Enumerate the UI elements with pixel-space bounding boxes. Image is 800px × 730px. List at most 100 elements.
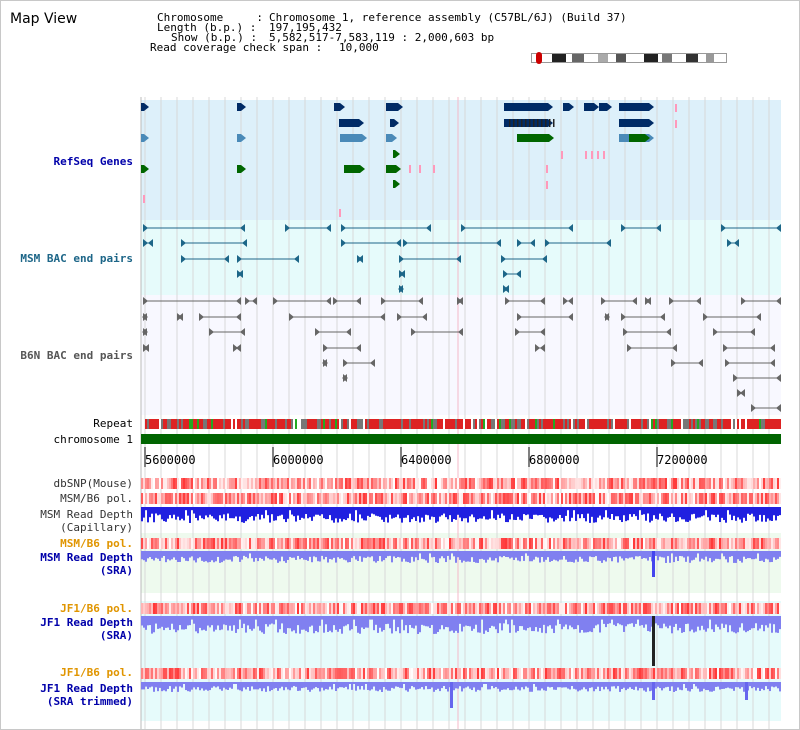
- msm-pol-heat-segment: [741, 493, 743, 504]
- dbsnp-heat-segment: [513, 478, 515, 489]
- jf1-trim-depth-bar: [703, 682, 705, 689]
- jf1-pol-heat-segment: [491, 603, 493, 614]
- gene-arrow: [649, 103, 654, 111]
- axis-tick-label: 5600000: [145, 453, 196, 467]
- repeat-segment: [713, 419, 715, 429]
- jf1-sra-depth-bar: [681, 616, 683, 633]
- chromosome-ideogram[interactable]: [531, 52, 727, 64]
- msm-pol2-heat-segment: [393, 538, 395, 549]
- msm-pol-heat-segment: [725, 493, 727, 504]
- jf1-pol-heat-segment: [711, 603, 713, 614]
- repeat-segment: [681, 419, 683, 429]
- b6n-bac-track-area[interactable]: [141, 295, 781, 415]
- jf1-pol2-heat-segment: [385, 668, 387, 679]
- gene-feature-pink: [591, 151, 593, 159]
- jf1-sra-depth-bar: [359, 616, 361, 634]
- msm-pol2-heat-segment: [379, 538, 381, 549]
- msm-sra-depth-bar: [759, 551, 761, 561]
- jf1-trim-depth-bar: [455, 682, 457, 689]
- dbsnp-heat-segment: [503, 478, 505, 489]
- dbsnp-heat-segment: [587, 478, 589, 489]
- jf1-pol2-heat-segment: [605, 668, 607, 679]
- repeat-segment: [609, 419, 611, 429]
- repeat-segment: [521, 419, 523, 429]
- msm-cap-depth-bar: [553, 507, 555, 522]
- dbsnp-heat-segment: [743, 478, 745, 489]
- jf1-pol2-heat-segment: [231, 668, 233, 679]
- msm-pol-heat-segment: [253, 493, 255, 504]
- repeat-segment: [697, 419, 699, 429]
- jf1-pol2-heat-segment: [351, 668, 353, 679]
- jf1-pol2-heat-segment: [411, 668, 413, 679]
- jf1-sra-depth-bar: [749, 616, 751, 630]
- msm-cap-depth-bar: [209, 507, 211, 515]
- jf1-trim-depth-bar: [605, 682, 607, 687]
- msm-sra-depth-bar: [695, 551, 697, 558]
- jf1-pol2-heat-segment: [461, 668, 463, 679]
- dbsnp-heat-segment: [279, 478, 281, 489]
- msm-pol-heat-segment: [349, 493, 351, 504]
- bac-end: [224, 255, 229, 263]
- msm-pol-heat-segment: [747, 493, 749, 504]
- jf1-trim-depth-bar: [685, 682, 687, 689]
- msm-pol-heat-segment: [263, 493, 265, 504]
- msm-pol-heat-segment: [473, 493, 475, 504]
- dbsnp-heat-segment: [409, 478, 411, 489]
- jf1-trim-depth-bar: [527, 682, 529, 688]
- msm-pol-heat-segment: [565, 493, 567, 504]
- dbsnp-heat-segment: [539, 478, 541, 489]
- jf1-pol2-heat-segment: [431, 668, 433, 679]
- msm-cap-depth-bar: [511, 507, 513, 515]
- repeat-segment: [741, 419, 743, 429]
- jf1-trim-depth-bar: [701, 682, 703, 692]
- jf1-pol-heat-segment: [181, 603, 183, 614]
- repeat-segment: [167, 419, 169, 429]
- bac-end: [273, 297, 278, 305]
- msm-cap-depth-bar: [177, 507, 179, 517]
- msm-pol-heat-segment: [425, 493, 427, 504]
- msm-cap-depth-bar: [159, 507, 161, 515]
- gene-feature-pink: [675, 120, 677, 128]
- dbsnp-heat-segment: [701, 478, 703, 489]
- msm-cap-depth-bar: [305, 507, 307, 515]
- repeat-segment: [369, 419, 371, 429]
- repeat-segment: [293, 419, 295, 429]
- jf1-sra-depth-bar: [673, 616, 675, 627]
- msm-sra-depth-bar: [397, 551, 399, 557]
- msm-pol-heat-segment: [531, 493, 533, 504]
- jf1-pol2-heat-segment: [381, 668, 383, 679]
- jf1-sra-depth-bar: [479, 616, 481, 633]
- msm-sra-depth-bar: [701, 551, 703, 559]
- jf1-trim-depth-bar: [593, 682, 595, 692]
- jf1-pol-heat-segment: [543, 603, 545, 614]
- msm-pol-heat-segment: [421, 493, 423, 504]
- msm-sra-depth-bar: [173, 551, 175, 558]
- repeat-segment: [423, 419, 425, 429]
- repeat-segment: [413, 419, 415, 429]
- jf1-sra-depth-bar: [153, 616, 155, 633]
- msm-pol2-heat-segment: [273, 538, 275, 549]
- jf1-pol-heat-segment: [409, 603, 411, 614]
- exon-mark: [541, 119, 543, 127]
- jf1-trim-depth-bar: [481, 682, 483, 688]
- msm-cap-depth-bar: [619, 507, 621, 521]
- jf1-pol-heat-segment: [479, 603, 481, 614]
- msm-sra-depth-bar: [181, 551, 183, 557]
- jf1-pol2-heat-segment: [323, 668, 325, 679]
- refseq-track-area[interactable]: [141, 100, 781, 220]
- repeat-segment: [635, 419, 637, 429]
- jf1-pol2-heat-segment: [503, 668, 505, 679]
- jf1-trim-depth-bar: [423, 682, 425, 690]
- jf1-trim-depth-bar: [545, 682, 547, 691]
- jf1-trim-depth-bar: [523, 682, 525, 690]
- msm-pol-heat-segment: [245, 493, 247, 504]
- jf1-trim-depth-bar: [335, 682, 337, 692]
- repeat-segment: [317, 419, 319, 429]
- msm-pol2-heat-segment: [265, 538, 267, 549]
- msm-sra-depth-bar: [559, 551, 561, 560]
- jf1-pol-heat-segment: [567, 603, 569, 614]
- jf1-pol2-heat-segment: [459, 668, 461, 679]
- repeat-segment: [673, 419, 675, 429]
- jf1-pol2-heat-segment: [515, 668, 517, 679]
